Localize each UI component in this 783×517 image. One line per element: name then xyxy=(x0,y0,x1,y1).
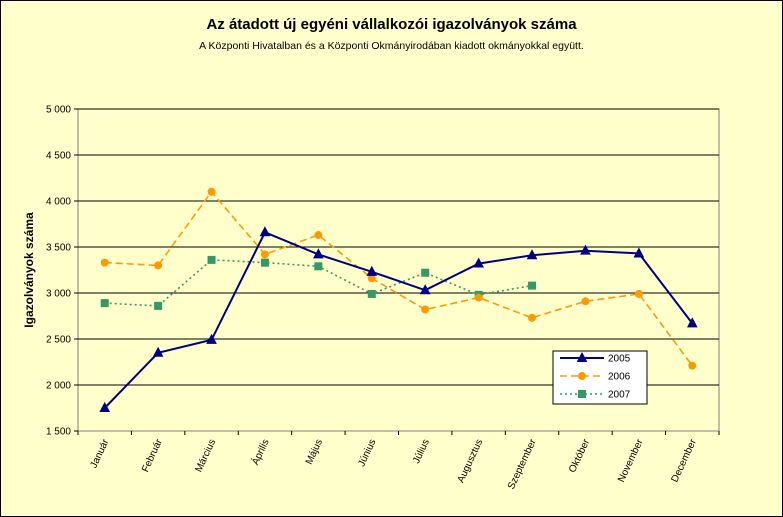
data-point-2006 xyxy=(260,250,269,259)
data-point-2007 xyxy=(528,281,537,290)
data-point-2006 xyxy=(581,297,590,306)
data-point-2005 xyxy=(526,249,538,260)
y-tick-label: 3 500 xyxy=(46,243,71,254)
legend-label-2007: 2007 xyxy=(608,390,631,401)
data-point-2005 xyxy=(259,226,271,237)
data-point-2006 xyxy=(154,261,163,270)
x-tick-label: Május xyxy=(304,438,325,467)
data-point-2007 xyxy=(100,299,109,308)
legend-marker-2007 xyxy=(578,390,586,398)
y-tick-label: 4 500 xyxy=(46,151,71,162)
series-2005 xyxy=(99,226,698,412)
y-axis-ticks: 1 500 2 000 2 500 3 000 3 500 4 000 4 500 5 000 xyxy=(46,105,78,438)
x-axis-ticks: Január Február Március Április Május Június Jú… xyxy=(77,431,720,491)
legend-label-2005: 2005 xyxy=(608,354,631,365)
legend-box xyxy=(552,350,648,405)
data-point-2006 xyxy=(314,231,323,240)
data-point-2005 xyxy=(686,317,698,328)
x-tick-label: Augusztus xyxy=(456,438,486,485)
data-point-2006 xyxy=(421,305,430,314)
data-point-2005 xyxy=(99,401,111,412)
legend-marker-2006 xyxy=(578,372,586,380)
data-point-2005 xyxy=(473,257,484,268)
data-point-2007 xyxy=(421,268,430,277)
data-point-2007 xyxy=(154,301,163,310)
data-point-2006 xyxy=(474,293,483,302)
series-group xyxy=(99,187,698,412)
data-point-2007 xyxy=(260,258,269,267)
data-point-2007 xyxy=(367,289,376,298)
y-tick-label: 1 500 xyxy=(46,427,71,438)
x-tick-label: November xyxy=(616,437,646,484)
x-tick-label: Január xyxy=(89,437,112,470)
data-point-2006 xyxy=(100,258,109,267)
data-point-2005 xyxy=(580,244,591,255)
data-point-2005 xyxy=(366,265,378,276)
series-line-2005 xyxy=(103,231,694,409)
data-point-2007 xyxy=(207,255,216,264)
data-point-2007 xyxy=(314,262,323,271)
x-tick-label: Február xyxy=(140,437,165,474)
x-tick-label: Július xyxy=(411,438,432,466)
x-tick-label: Szeptember xyxy=(506,437,539,491)
y-tick-label: 5 000 xyxy=(46,105,71,116)
data-point-2006 xyxy=(207,187,216,196)
data-point-2006 xyxy=(688,361,697,370)
x-tick-label: Április xyxy=(248,437,271,467)
legend-label-2006: 2006 xyxy=(608,372,631,383)
x-tick-label: Június xyxy=(356,438,378,469)
y-axis-label: Igazolványok száma xyxy=(22,212,36,328)
data-point-2006 xyxy=(634,289,643,298)
y-tick-label: 2 500 xyxy=(46,335,71,346)
data-point-2005 xyxy=(152,346,164,357)
chart-subtitle: A Központi Hivatalban és a Központi Okmá… xyxy=(199,40,584,52)
legend: 2005 2006 2007 xyxy=(552,350,648,405)
data-point-2005 xyxy=(206,333,217,344)
data-point-2006 xyxy=(528,313,537,322)
x-tick-label: December xyxy=(670,437,700,484)
y-tick-label: 3 000 xyxy=(46,289,71,300)
y-tick-label: 2 000 xyxy=(46,381,71,392)
legend-marker-2005 xyxy=(576,351,588,362)
data-point-2005 xyxy=(313,248,324,259)
series-2006 xyxy=(100,187,697,370)
series-2007 xyxy=(100,255,537,310)
x-tick-label: Március xyxy=(193,438,218,474)
chart-title: Az átadott új egyéni vállalkozói igazolv… xyxy=(206,16,577,33)
x-tick-label: Október xyxy=(567,437,592,474)
y-tick-label: 4 000 xyxy=(46,197,71,208)
data-point-2005 xyxy=(419,284,431,295)
data-point-2005 xyxy=(633,247,645,258)
